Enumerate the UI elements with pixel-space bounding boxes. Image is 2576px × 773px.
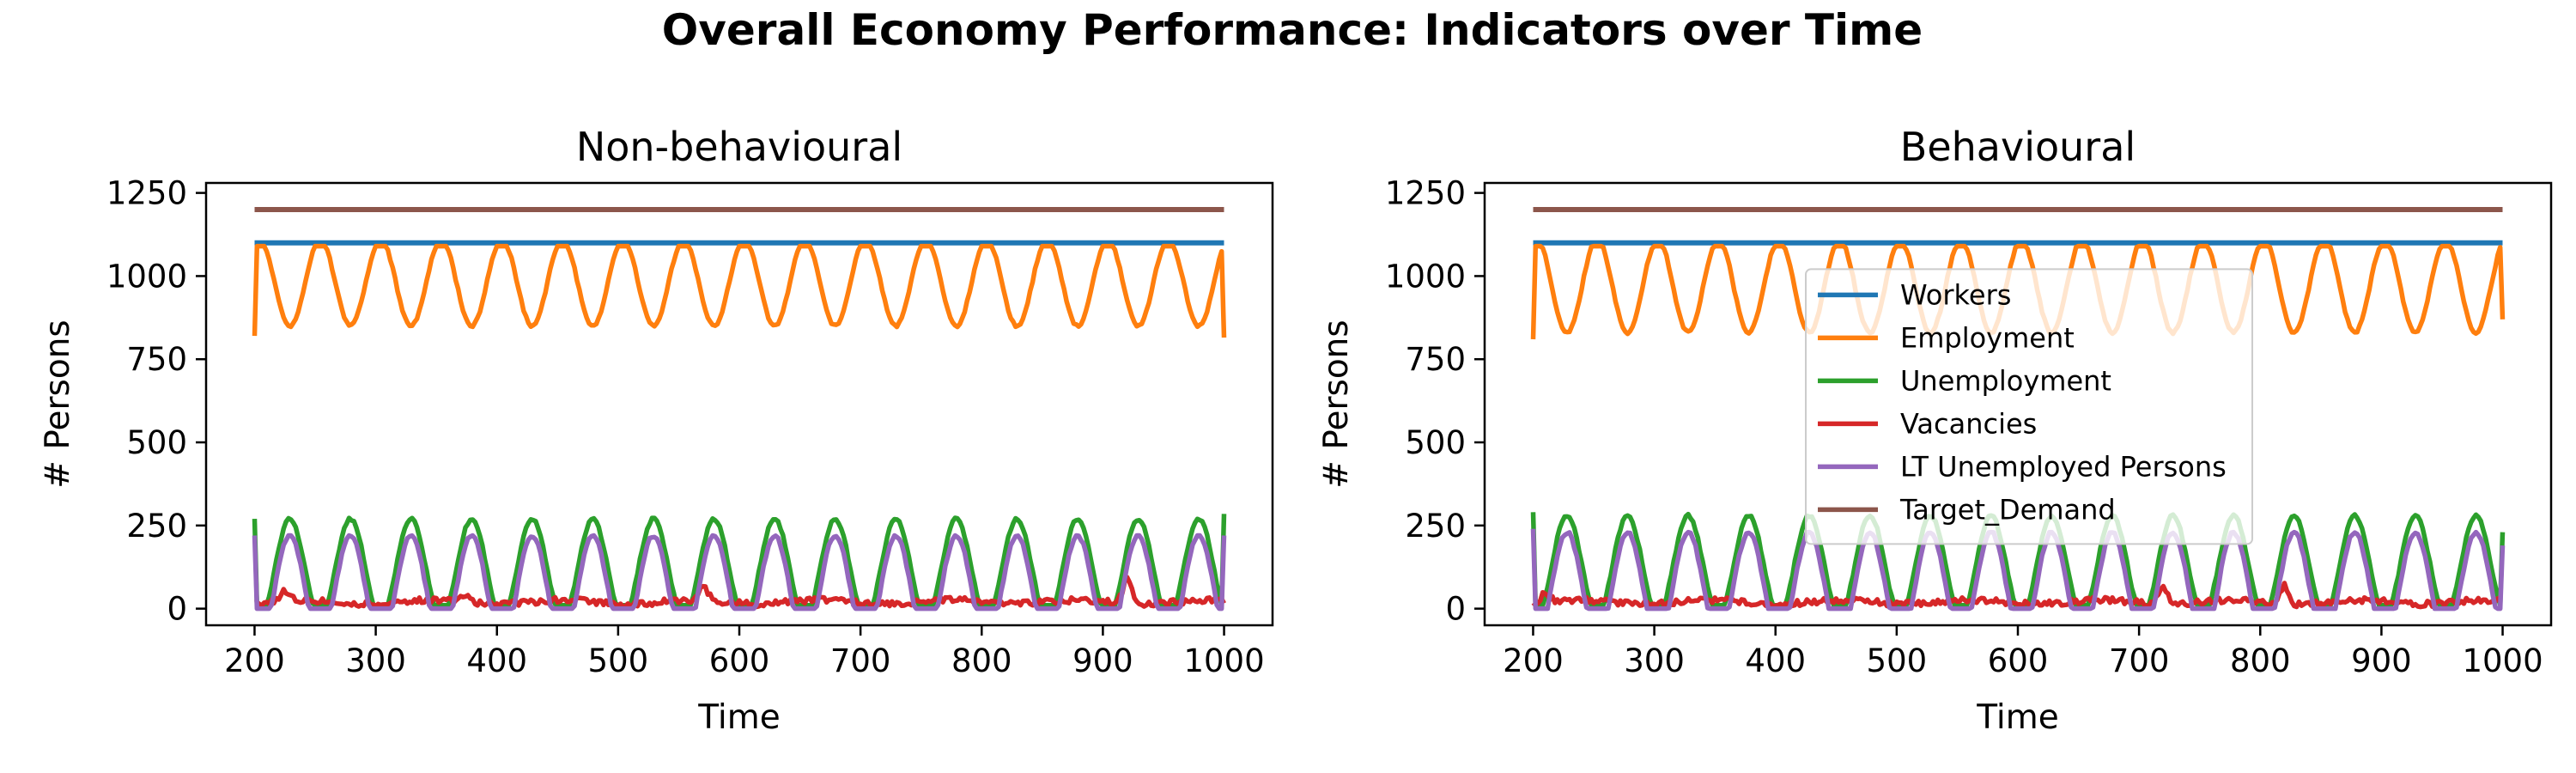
x-tick-label: 500 [1867,642,1928,679]
series-line-lt-unemployed-persons [1530,528,2506,612]
y-axis-label: # Persons [39,320,77,488]
x-tick-label: 800 [951,642,1012,679]
series-line-employment [252,243,1227,338]
panel-title: Non-behavioural [576,124,902,170]
legend-box [1805,268,2254,545]
y-tick-label: 0 [1445,591,1466,628]
x-tick-label: 1000 [2462,642,2543,679]
legend-label: Workers [1900,278,2011,311]
x-tick-label: 200 [1503,642,1564,679]
y-tick-label: 1250 [106,175,187,212]
x-tick-label: 1000 [1183,642,1264,679]
x-tick-label: 700 [2109,642,2170,679]
x-tick-label: 400 [1745,642,1806,679]
y-axis-label: # Persons [1317,320,1356,488]
x-tick-label: 800 [2230,642,2291,679]
series-line-unemployment [252,514,1227,608]
y-tick-label: 750 [1405,341,1466,378]
x-tick-label: 400 [466,642,527,679]
x-tick-label: 600 [709,642,770,679]
y-tick-label: 250 [1405,508,1466,545]
x-tick-label: 300 [1624,642,1685,679]
y-tick-label: 0 [167,591,187,628]
legend-label: Employment [1900,321,2075,354]
y-tick-label: 250 [126,508,187,545]
series-line-lt-unemployed-persons [252,533,1227,612]
y-tick-label: 750 [126,341,187,378]
x-tick-label: 300 [345,642,406,679]
x-axis-label: Time [697,698,780,737]
figure-title: Overall Economy Performance: Indicators … [662,5,1923,55]
x-tick-label: 500 [588,642,649,679]
legend-label: Vacancies [1900,407,2037,440]
panel-1: Non-behavioural 200 300 400 500 600 700 800 900 1… [39,124,1274,737]
y-tick-label: 500 [126,424,187,461]
legend-label: Unemployment [1900,364,2111,397]
series-line-vacancies [254,575,1226,610]
series-line-vacancies [1531,581,2503,610]
y-tick-label: 1000 [106,258,187,295]
x-axis-label: Time [1976,698,2058,737]
x-tick-label: 600 [1988,642,2049,679]
legend-label: Target_Demand [1899,493,2116,526]
plot-area [1530,207,2506,612]
panel-title: Behavioural [1900,124,2136,170]
plot-area [252,207,1227,612]
legend-label: LT Unemployed Persons [1900,450,2227,483]
series-line-employment [1530,243,2506,340]
x-tick-label: 200 [224,642,285,679]
y-tick-label: 1250 [1385,175,1466,212]
panel-2: Behavioural 200 300 400 500 600 700 800 900 1000 0… [1317,124,2553,737]
y-tick-label: 1000 [1385,258,1466,295]
x-tick-label: 700 [830,642,891,679]
legend: Workers Employment Unemployment Vacancies LT… [1805,268,2254,545]
y-tick-label: 500 [1405,424,1466,461]
x-tick-label: 900 [2351,642,2412,679]
x-tick-label: 900 [1072,642,1133,679]
